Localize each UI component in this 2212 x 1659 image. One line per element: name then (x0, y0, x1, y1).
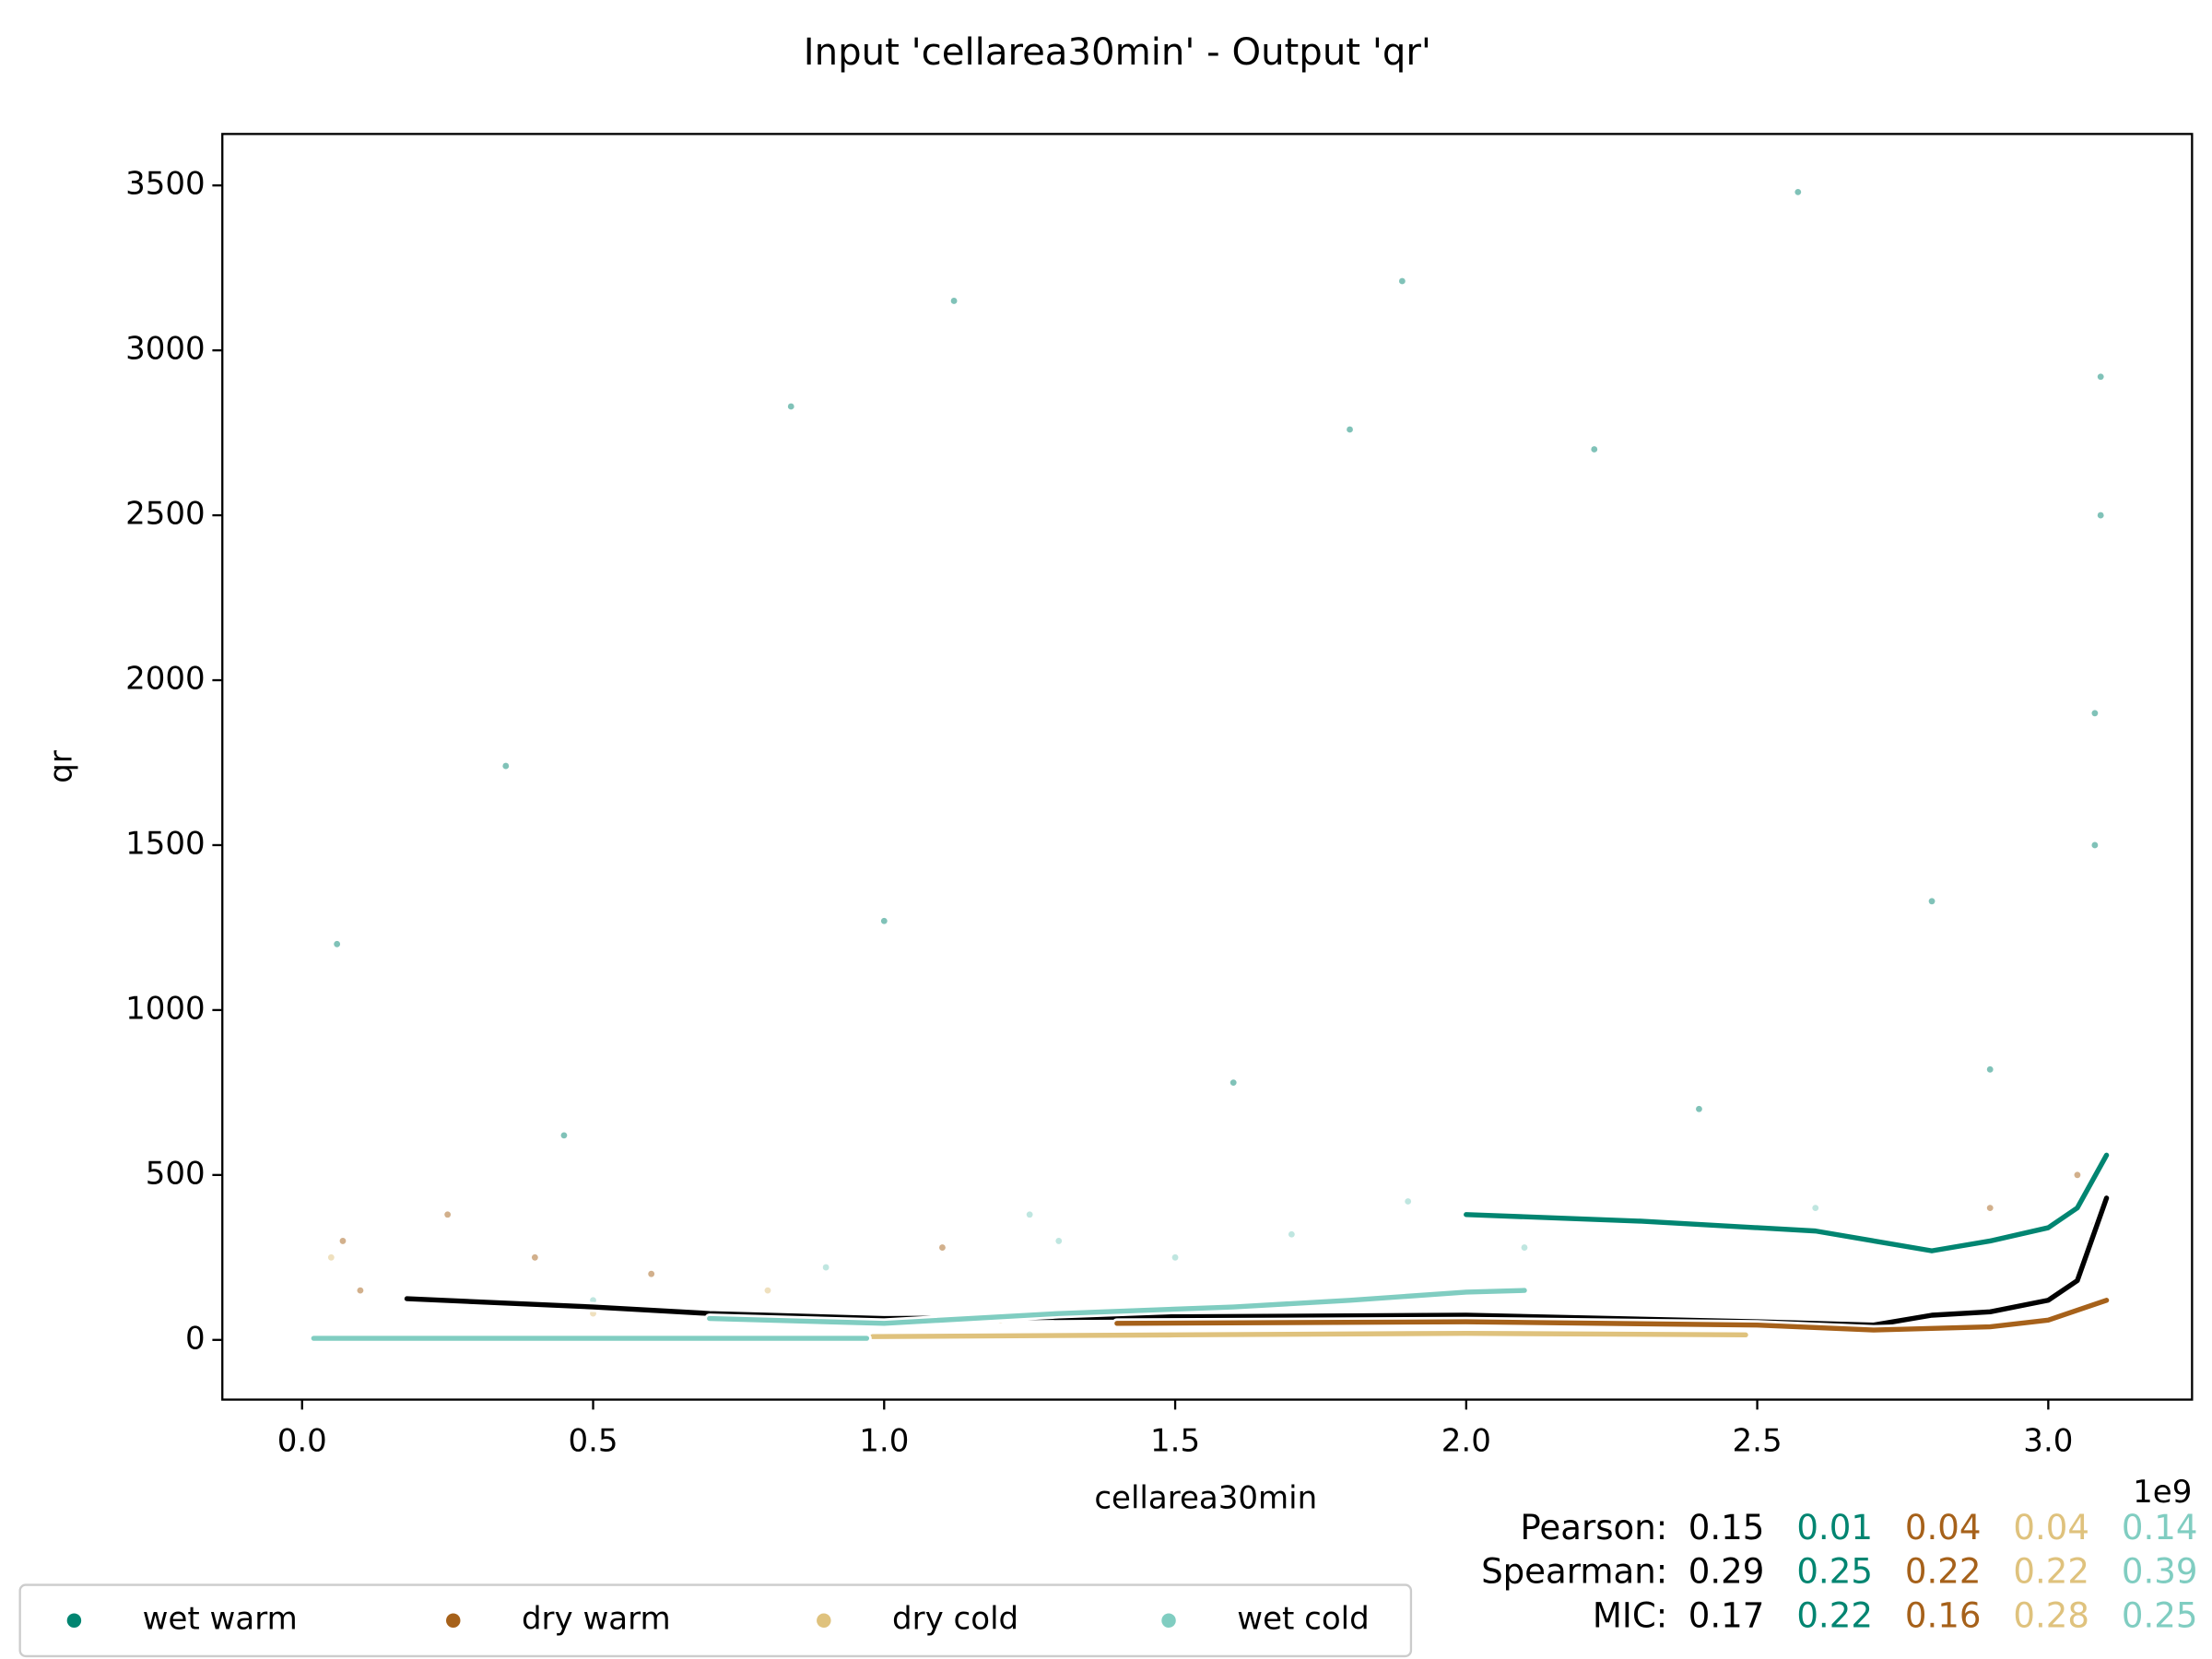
scatter-point (2091, 841, 2099, 849)
x-tick-label: 3.0 (2023, 1422, 2073, 1459)
stat-value: 0.17 (1688, 1596, 1765, 1636)
scatter-point (1405, 1198, 1412, 1205)
scatter-point (648, 1270, 655, 1277)
legend-marker (66, 1613, 82, 1628)
legend-label: wet cold (1237, 1601, 1369, 1638)
x-tick-label: 0.5 (568, 1422, 618, 1459)
scatter-point (357, 1287, 364, 1294)
scatter-point (531, 1253, 538, 1261)
scatter-point (880, 917, 888, 924)
scatter-point (1928, 898, 1936, 905)
stat-value: 0.22 (1905, 1552, 1982, 1592)
y-tick-label: 0 (185, 1320, 206, 1357)
scatter-point (444, 1211, 452, 1218)
legend-marker (817, 1613, 831, 1628)
scatter-point (560, 1132, 568, 1139)
stat-value: 0.22 (2013, 1552, 2089, 1592)
y-tick-label: 3500 (125, 166, 206, 203)
scatter-point (764, 1287, 771, 1294)
scatter-point (1026, 1211, 1033, 1218)
scatter-point (2097, 512, 2104, 519)
stat-value: 0.28 (2013, 1596, 2089, 1636)
stat-value: 0.29 (1688, 1552, 1765, 1592)
x-offset-label: 1e9 (2133, 1474, 2192, 1511)
scatter-point (502, 762, 510, 770)
scatter-point (334, 940, 341, 947)
trend-line (1464, 1152, 2110, 1253)
axes-frame (221, 133, 2194, 1401)
scatter-point (1986, 1205, 1994, 1212)
x-tick-label: 1.0 (859, 1422, 909, 1459)
stat-label: MIC: (1593, 1596, 1667, 1636)
stat-value: 0.14 (2122, 1508, 2198, 1547)
scatter-point (1696, 1105, 1702, 1112)
x-tick-label: 1.5 (1150, 1422, 1200, 1459)
stat-value: 0.04 (1905, 1508, 1982, 1547)
scatter-point (1521, 1244, 1528, 1251)
y-tick-label: 1500 (125, 825, 206, 862)
stat-value: 0.22 (1796, 1596, 1873, 1636)
legend-label: dry cold (892, 1601, 1018, 1638)
stat-value: 0.39 (2122, 1552, 2198, 1592)
scatter-point (1986, 1065, 1994, 1073)
scatter-point (327, 1253, 335, 1261)
scatter-point (1171, 1253, 1179, 1261)
y-axis-label: qr (43, 750, 80, 783)
stat-value: 0.25 (1796, 1552, 1873, 1592)
scatter-point (787, 403, 794, 410)
trend-line (869, 1330, 1748, 1339)
y-tick-label: 3000 (125, 331, 206, 368)
legend-box (18, 1583, 1413, 1658)
scatter-point (1812, 1205, 1819, 1212)
x-tick-label: 2.0 (1441, 1422, 1491, 1459)
y-tick-label: 1000 (125, 990, 206, 1027)
trend-line (311, 1288, 1527, 1341)
stat-value: 0.16 (1905, 1596, 1982, 1636)
legend-marker (446, 1613, 461, 1628)
scatter-point (1055, 1238, 1063, 1244)
scatter-point (2097, 373, 2104, 381)
stat-value: 0.25 (2122, 1596, 2198, 1636)
scatter-point (2091, 710, 2099, 717)
scatter-point (1230, 1079, 1237, 1087)
legend-marker (1161, 1613, 1176, 1628)
scatter-point (822, 1264, 830, 1271)
x-tick-label: 2.5 (1733, 1422, 1783, 1459)
scatter-point (590, 1297, 596, 1304)
stat-value: 0.04 (2013, 1508, 2089, 1547)
stat-label: Spearman: (1481, 1552, 1667, 1592)
scatter-point (939, 1244, 946, 1251)
scatter-point (1591, 446, 1598, 453)
stat-value: 0.01 (1796, 1508, 1873, 1547)
scatter-point (950, 298, 958, 304)
chart-title: Input 'cellarea30min' - Output 'qr' (804, 31, 1431, 74)
scatter-point (2074, 1171, 2081, 1179)
legend-label: dry warm (522, 1601, 671, 1638)
scatter-point (339, 1238, 347, 1244)
scatter-point (1288, 1230, 1295, 1238)
scatter-point (1347, 426, 1353, 433)
stat-value: 0.15 (1688, 1508, 1765, 1547)
x-axis-label: cellarea30min (1094, 1479, 1317, 1516)
y-tick-label: 2500 (125, 496, 206, 533)
x-tick-label: 0.0 (277, 1422, 327, 1459)
stat-label: Pearson: (1520, 1508, 1667, 1547)
plot-area (308, 188, 2112, 1344)
y-tick-label: 500 (146, 1155, 206, 1192)
trend-line (1114, 1298, 2110, 1333)
scatter-point (1398, 277, 1406, 285)
y-tick-label: 2000 (125, 661, 206, 698)
scatter-point (1794, 188, 1802, 195)
legend-label: wet warm (143, 1601, 298, 1638)
